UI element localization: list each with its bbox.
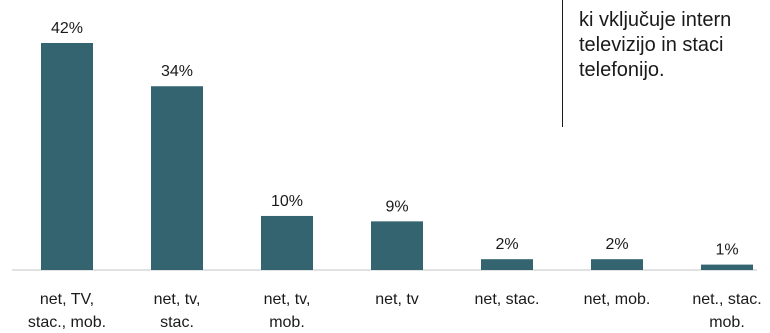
bar-1 <box>151 86 203 270</box>
tick-label-0-0: net, TV, <box>40 291 94 308</box>
tick-label-0-1: stac., mob. <box>28 314 106 331</box>
data-label-3: 9% <box>385 198 408 215</box>
tick-label-6-1: mob. <box>709 314 745 331</box>
data-label-4: 2% <box>495 236 518 253</box>
data-label-1: 34% <box>161 63 193 80</box>
tick-label-3-0: net, tv <box>375 291 419 308</box>
data-label-6: 1% <box>715 242 738 259</box>
tick-label-4-0: net, stac. <box>475 291 540 308</box>
tick-label-1-0: net, tv, <box>154 291 201 308</box>
bar-3 <box>371 221 423 270</box>
data-label-2: 10% <box>271 193 303 210</box>
bar-0 <box>41 43 93 270</box>
data-label-5: 2% <box>605 236 628 253</box>
tick-label-5-0: net, mob. <box>584 291 651 308</box>
callout-line-4: telefonijo. <box>579 59 665 81</box>
tick-label-1-1: stac. <box>160 314 194 331</box>
bar-5 <box>591 259 643 270</box>
tick-label-6-0: net., stac. <box>692 291 761 308</box>
bar-4 <box>481 259 533 270</box>
tick-label-2-0: net, tv, <box>264 291 311 308</box>
bar-2 <box>261 215 313 270</box>
callout-box: ki vključuje intern televizijo in staci … <box>562 0 770 127</box>
callout-line-2: ki vključuje intern <box>579 9 732 31</box>
bar-6 <box>701 264 753 270</box>
tick-label-2-1: mob. <box>269 314 305 331</box>
callout-line-3: televizijo in staci <box>579 34 724 56</box>
data-label-0: 42% <box>51 20 83 37</box>
